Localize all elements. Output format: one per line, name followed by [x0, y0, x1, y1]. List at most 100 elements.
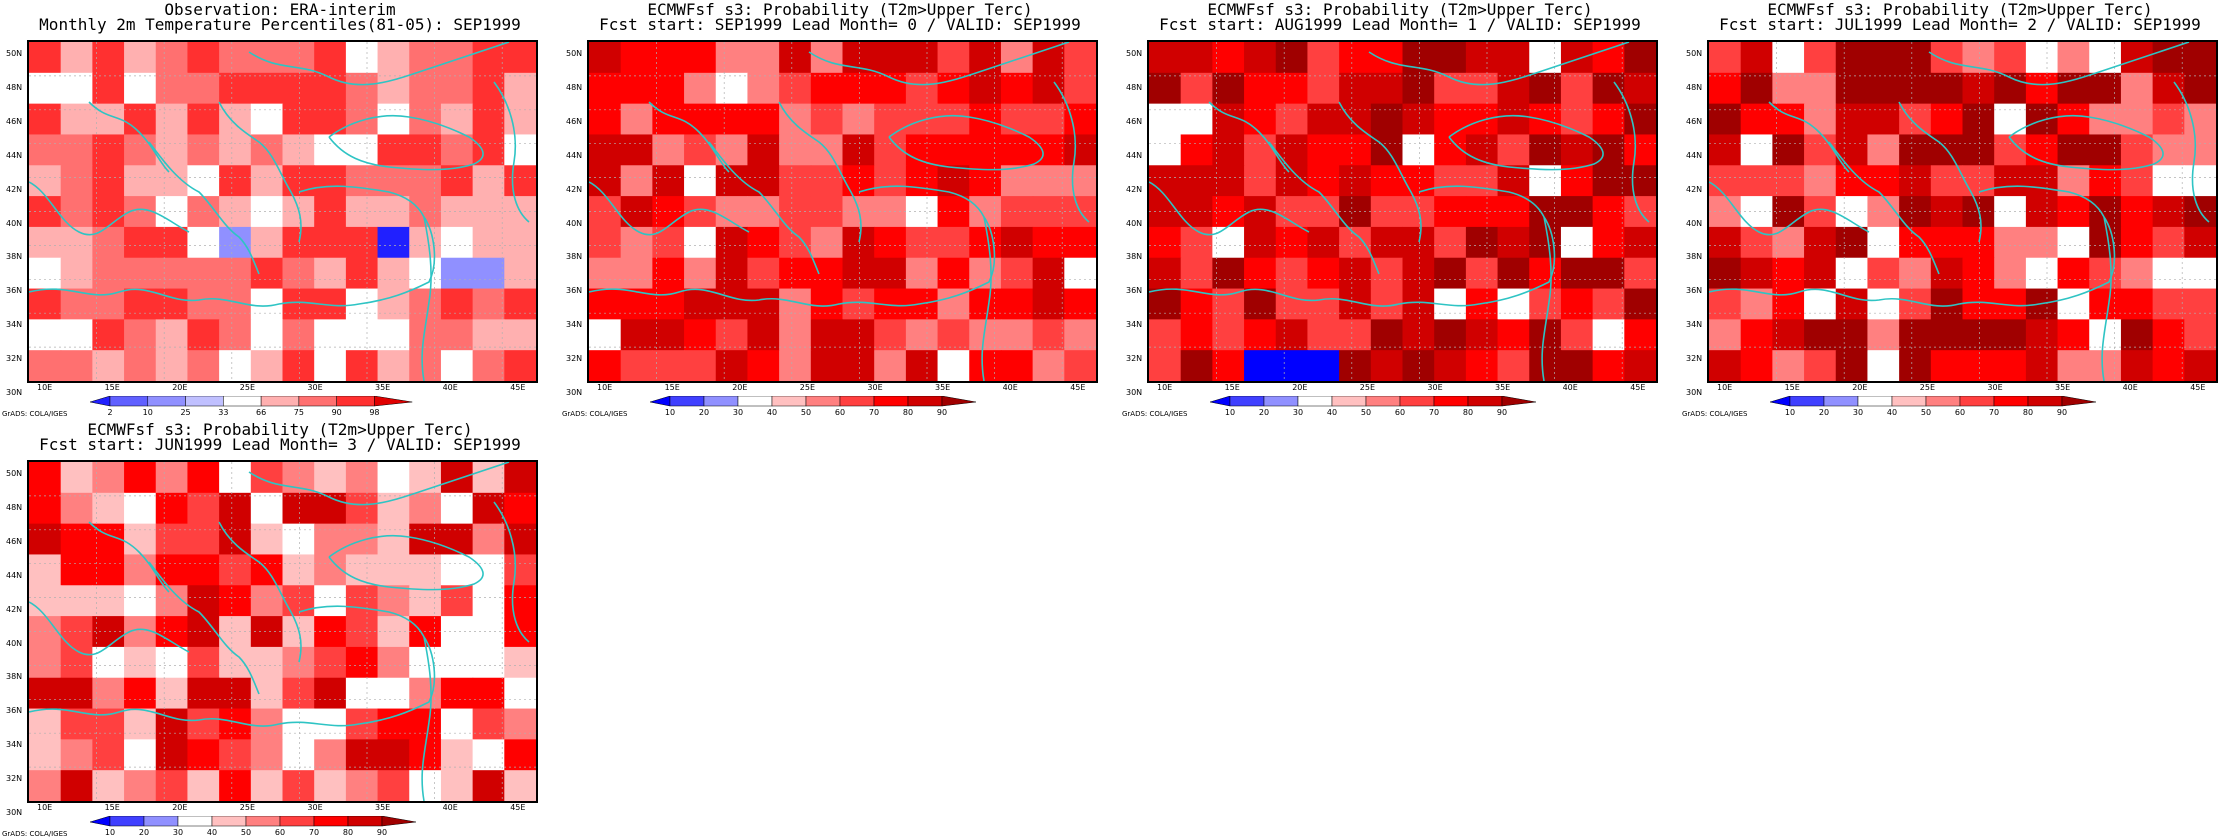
grid-cell [1000, 134, 1034, 166]
grid-cell [1740, 319, 1773, 351]
grid-cell [2057, 134, 2090, 166]
grid-cell [1370, 72, 1404, 105]
grid-cell [1772, 350, 1805, 381]
grid-cell [1529, 288, 1562, 320]
grid-cell [314, 677, 347, 710]
grid-cell [1772, 257, 1805, 290]
grid-cell [2089, 350, 2122, 381]
grid-cell [969, 350, 1002, 381]
grid-cell [1180, 165, 1213, 197]
grid-cell [1000, 103, 1034, 136]
grid-cell [345, 770, 379, 801]
grid-cell [842, 226, 875, 259]
colorbar-segment [90, 816, 111, 827]
grid-cell [2025, 42, 2059, 74]
colorbar-segment [1501, 396, 1537, 407]
grid-cell [472, 103, 505, 136]
lat-tick-label: 44N [6, 150, 23, 160]
lat-tick-label: 30N [1126, 388, 1143, 397]
map-frame [27, 40, 538, 383]
grid-cell [504, 134, 536, 166]
grid-cell [60, 554, 93, 586]
colorbar-segment [1467, 396, 1503, 407]
lon-tick-label: 30E [1987, 383, 2003, 392]
grid-cell [219, 523, 252, 556]
grid-cell [1592, 319, 1625, 351]
coastline [421, 216, 432, 381]
colorbar-label: 30 [1292, 408, 1304, 417]
lat-tick-label: 34N [1126, 320, 1143, 330]
colorbar-label: 40 [1886, 408, 1898, 417]
colorbar-label: 70 [1428, 408, 1440, 417]
grid-cell [747, 103, 780, 136]
colorbar-segment [211, 816, 247, 827]
grid-cell [2025, 319, 2059, 351]
lat-tick-label: 46N [566, 116, 583, 126]
grid-cell [124, 257, 157, 290]
grid-cell [29, 350, 62, 381]
grid-cell [715, 350, 749, 381]
grid-cell [124, 350, 157, 381]
grid-cell [1180, 103, 1213, 136]
grid-cell [1402, 165, 1435, 197]
map-panel-lead3: ECMWFsf s3: Probability (T2m>Upper Terc)… [0, 420, 560, 840]
grid-cell [1180, 257, 1213, 290]
grid-cell [1709, 103, 1742, 136]
grid-cell [589, 103, 622, 136]
grid-cell [124, 288, 157, 320]
grid-cell [1804, 319, 1837, 351]
grid-cell [1867, 226, 1900, 259]
grid-cell [377, 708, 410, 740]
coastline [1149, 216, 1556, 307]
grid-cell [905, 350, 939, 381]
coastline [298, 185, 425, 218]
lon-tick-label: 40E [442, 383, 458, 392]
grid-cell [187, 554, 220, 586]
grid-cell [504, 677, 536, 710]
grid-cell [842, 72, 875, 105]
grid-cell [377, 770, 410, 801]
grid-cell [1149, 257, 1182, 290]
grid-cell [472, 554, 505, 586]
colorbar [90, 396, 413, 407]
grid-cell [2025, 226, 2059, 259]
grid-cell [472, 770, 505, 801]
grid-cell [589, 165, 622, 197]
coastline [589, 181, 750, 236]
grid-cell [747, 288, 780, 320]
lat-tick-label: 30N [1686, 388, 1703, 397]
lat-tick-label: 48N [1126, 82, 1143, 92]
grid-cell [2120, 350, 2154, 381]
grid-cell [874, 103, 907, 136]
grid-cell [2120, 165, 2154, 197]
grid-cell [810, 103, 844, 136]
grid-cell [1804, 226, 1837, 259]
grid-cell [2152, 165, 2185, 197]
colorbar-label: 30 [172, 828, 184, 837]
grid-cell [1592, 165, 1625, 197]
grid-cell [1000, 196, 1034, 228]
grid-cell [1434, 319, 1467, 351]
lon-tick-label: 45E [510, 383, 526, 392]
grid-cell [124, 770, 157, 801]
grid-cell [1000, 72, 1034, 105]
grid-cell [620, 72, 653, 105]
panel-title-line2: Fcst start: JUL1999 Lead Month= 2 / VALI… [1719, 15, 2201, 34]
lon-tick-label: 10E [37, 803, 53, 812]
grid-cell [842, 42, 875, 74]
map-frame [587, 40, 1098, 383]
grid-cell [779, 226, 812, 259]
grid-cell [504, 492, 536, 525]
grid-cell [2057, 257, 2090, 290]
grid-cell [715, 288, 749, 320]
grid-cell [187, 739, 220, 771]
grid-cell [504, 42, 536, 74]
grid-cell [1244, 257, 1277, 290]
grid-cell [1212, 288, 1245, 320]
grid-cell [504, 585, 536, 617]
grid-cell [652, 72, 685, 105]
grid-cell [219, 554, 252, 586]
grid-cell [440, 462, 474, 494]
grid-cell [842, 319, 875, 351]
grid-cell [472, 585, 505, 617]
